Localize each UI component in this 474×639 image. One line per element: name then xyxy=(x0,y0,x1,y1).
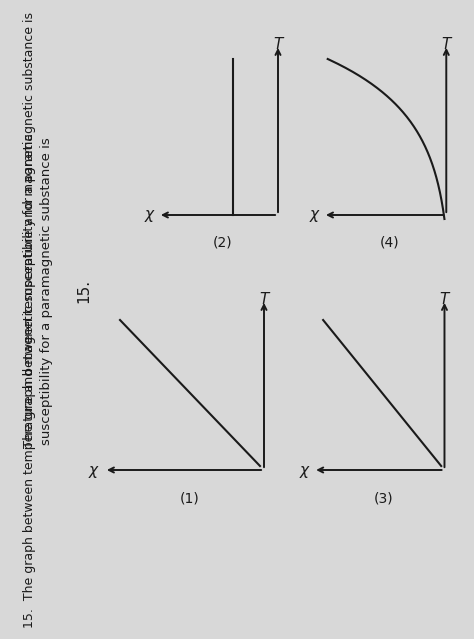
Text: T: T xyxy=(273,37,283,52)
Text: (3): (3) xyxy=(374,491,393,505)
Text: (2): (2) xyxy=(213,236,232,250)
Text: 15.: 15. xyxy=(76,279,91,303)
Text: χ: χ xyxy=(89,463,98,477)
Text: (1): (1) xyxy=(180,491,200,505)
Text: T: T xyxy=(442,37,451,52)
Text: T: T xyxy=(259,292,269,307)
Text: χ: χ xyxy=(145,208,154,222)
Text: χ: χ xyxy=(300,463,309,477)
Text: 15.  The graph between temperature and magnetic susceptibility for a paramagneti: 15. The graph between temperature and ma… xyxy=(24,12,36,628)
Text: χ: χ xyxy=(310,208,319,222)
Text: The graph between temperature and magnetic
susceptibility for a paramagnetic sub: The graph between temperature and magnet… xyxy=(23,134,53,448)
Text: T: T xyxy=(440,292,449,307)
Text: (4): (4) xyxy=(380,236,399,250)
